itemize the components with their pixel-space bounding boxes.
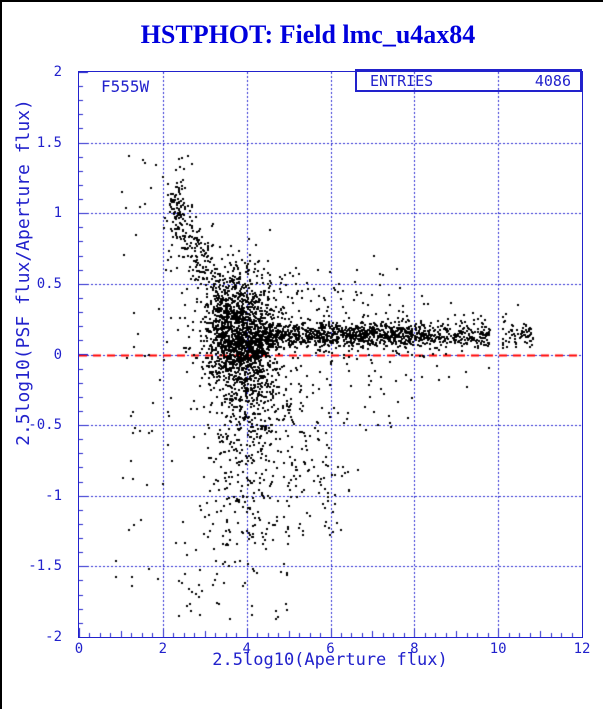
x-axis-label: 2.5log10(Aperture flux) — [212, 650, 448, 670]
x-tick-label: 8 — [410, 641, 419, 657]
y-axis-label-text: 2.5log10(PSF flux/Aperture flux) — [12, 98, 34, 446]
entries-label: ENTRIES — [370, 71, 434, 90]
y-tick-label: -1.5 — [28, 558, 62, 575]
y-tick-label: 1.5 — [36, 134, 62, 151]
scatter-canvas — [79, 72, 582, 637]
x-tick-label: 10 — [489, 641, 507, 657]
y-tick-label: 0.5 — [36, 275, 62, 292]
y-tick-label: -1 — [45, 487, 62, 504]
y-tick-label: -0.5 — [28, 417, 62, 434]
x-tick-label: 4 — [242, 641, 251, 657]
y-tick-label: -2 — [45, 629, 62, 645]
x-tick-label: 6 — [326, 641, 335, 657]
x-tick-label: 12 — [573, 641, 591, 657]
plot-area — [78, 71, 583, 638]
entries-value: 4086 — [534, 71, 571, 90]
y-tick-label: 1 — [53, 205, 62, 222]
entries-stat-box: ENTRIES 4086 — [355, 69, 582, 92]
page-title: HSTPHOT: Field lmc_u4ax84 — [140, 20, 476, 49]
filter-badge: F555W — [101, 77, 150, 96]
x-tick-label: 0 — [74, 641, 84, 657]
x-tick-label: 2 — [158, 641, 168, 657]
y-tick-label: 0 — [53, 346, 62, 363]
window-top-border — [2, 0, 603, 2]
y-tick-label: 2 — [53, 64, 62, 80]
